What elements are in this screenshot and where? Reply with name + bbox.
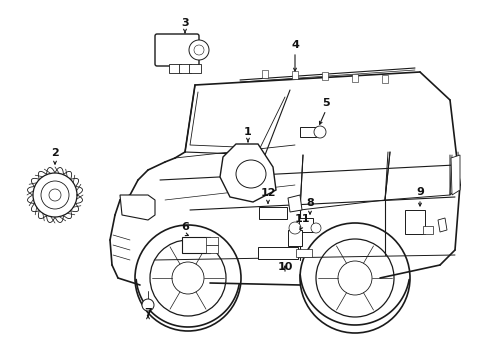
Bar — [291, 71, 297, 79]
Polygon shape — [437, 218, 446, 232]
Polygon shape — [220, 144, 275, 202]
Bar — [259, 207, 286, 219]
Text: 8: 8 — [305, 198, 313, 208]
Circle shape — [41, 181, 69, 209]
Ellipse shape — [315, 239, 393, 317]
Text: 6: 6 — [181, 222, 188, 232]
Bar — [298, 218, 312, 232]
Bar — [404, 210, 424, 234]
Text: 12: 12 — [260, 188, 275, 198]
Polygon shape — [450, 155, 459, 195]
Ellipse shape — [135, 225, 241, 331]
Text: 9: 9 — [415, 187, 423, 197]
Bar — [381, 75, 387, 83]
Ellipse shape — [299, 223, 409, 333]
Polygon shape — [287, 195, 302, 212]
Bar — [295, 249, 311, 257]
FancyBboxPatch shape — [155, 34, 199, 66]
Text: 5: 5 — [322, 98, 329, 108]
Circle shape — [313, 126, 325, 138]
Circle shape — [33, 173, 77, 217]
Polygon shape — [120, 195, 155, 220]
Circle shape — [310, 223, 320, 233]
Text: 7: 7 — [144, 308, 152, 318]
Ellipse shape — [172, 262, 203, 294]
Bar — [287, 230, 302, 246]
Bar — [205, 237, 218, 245]
Bar — [262, 70, 267, 78]
Bar — [321, 72, 327, 80]
Text: 4: 4 — [290, 40, 298, 50]
Bar — [182, 237, 209, 253]
Circle shape — [49, 189, 61, 201]
Ellipse shape — [337, 261, 371, 295]
Bar — [169, 64, 181, 73]
Ellipse shape — [150, 240, 225, 316]
Bar — [351, 73, 357, 82]
Text: 10: 10 — [277, 262, 292, 272]
Bar — [299, 127, 315, 137]
Circle shape — [288, 222, 301, 234]
Circle shape — [142, 299, 154, 311]
Bar — [205, 245, 218, 253]
Text: 2: 2 — [51, 148, 59, 158]
Text: 3: 3 — [181, 18, 188, 28]
Text: 11: 11 — [294, 214, 309, 224]
Text: 1: 1 — [244, 127, 251, 137]
Bar — [422, 226, 432, 234]
Bar — [258, 247, 297, 259]
Circle shape — [189, 40, 208, 60]
Bar — [189, 64, 201, 73]
Bar — [179, 64, 191, 73]
